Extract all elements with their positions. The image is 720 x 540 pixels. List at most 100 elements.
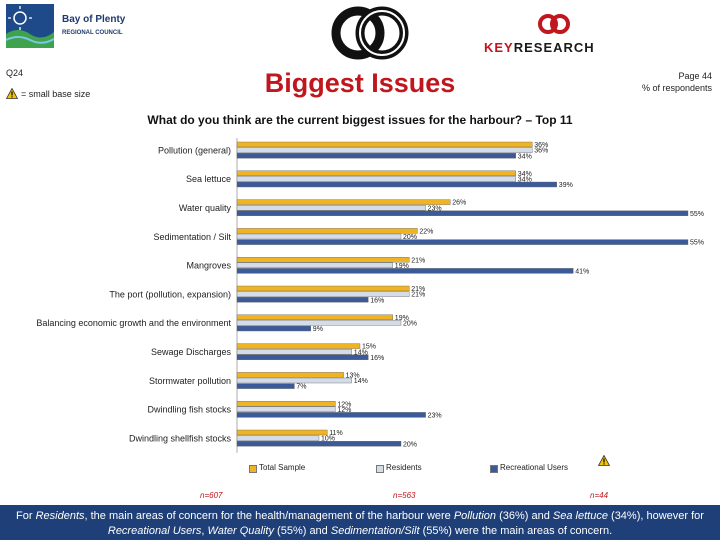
data-label: 22%	[419, 229, 433, 236]
question-code: Q24	[6, 68, 24, 78]
bar	[236, 262, 394, 269]
unit-label: % of respondents	[641, 83, 712, 93]
category-label: Pollution (general)	[158, 145, 231, 155]
bar	[236, 153, 516, 159]
warning-icon	[6, 88, 18, 99]
bar	[236, 354, 369, 361]
data-label: 34%	[518, 153, 532, 160]
category-label: Sedimentation / Silt	[153, 232, 231, 242]
center-rings-logo	[330, 0, 410, 66]
bar	[236, 204, 426, 211]
bar	[236, 268, 574, 274]
category-label: Stormwater pollution	[149, 376, 231, 386]
category-label: The port (pollution, expansion)	[109, 289, 231, 299]
footer-text: (36%) and	[496, 510, 553, 522]
legend-swatch-total	[249, 465, 257, 473]
legend-swatch-recreational	[490, 465, 498, 473]
data-label: 13%	[346, 373, 360, 380]
category-label: Mangroves	[186, 261, 231, 271]
footer-emphasis: Pollution	[453, 510, 497, 522]
bar	[236, 170, 516, 176]
data-label: 10%	[321, 436, 335, 443]
data-label: 12%	[337, 401, 351, 408]
bar	[236, 176, 516, 182]
question-text: What do you think are the current bigges…	[147, 113, 573, 127]
footer-emphasis: Sea lettuce	[552, 510, 608, 522]
bar	[236, 239, 689, 245]
bar	[236, 181, 557, 188]
category-label: Balancing economic growth and the enviro…	[36, 318, 231, 328]
footer-text: For	[16, 510, 36, 522]
bar	[236, 199, 451, 205]
data-label: 11%	[329, 430, 343, 437]
category-label: Dwindling fish stocks	[147, 405, 231, 415]
base-size-recreational: n=44	[590, 491, 609, 500]
footer-text: (34%), however for	[607, 510, 704, 522]
bar	[236, 256, 410, 263]
small-base-note-text: = small base size	[21, 88, 91, 99]
data-label: 14%	[354, 349, 368, 356]
bar	[236, 383, 295, 389]
data-label: 41%	[575, 269, 589, 276]
rings-logo-icon	[331, 6, 409, 60]
keyresearch-word-research: RESEARCH	[513, 40, 595, 55]
bar	[236, 314, 394, 321]
data-label: 21%	[411, 292, 425, 299]
data-label: 20%	[403, 234, 417, 241]
footer-emphasis: Sedimentation/Silt	[330, 525, 420, 537]
bay-of-plenty-logo: Bay of Plenty REGIONAL COUNCIL	[5, 4, 131, 52]
category-label: Water quality	[179, 203, 232, 213]
category-label: Sewage Discharges	[151, 347, 232, 357]
bar	[236, 441, 402, 447]
page-info: Page 44 % of respondents	[642, 70, 712, 94]
bar	[236, 348, 353, 355]
bar	[236, 285, 410, 292]
footer-text: ,	[201, 525, 208, 537]
data-label: 14%	[354, 378, 368, 385]
data-label: 16%	[370, 355, 384, 362]
data-label: 21%	[411, 286, 425, 293]
data-label: 23%	[428, 205, 442, 212]
bar	[236, 325, 312, 332]
data-label: 7%	[296, 384, 306, 391]
keyresearch-wordmark: KEYRESEARCH	[484, 40, 595, 55]
footer-emphasis: Water Quality	[207, 525, 274, 537]
bar	[236, 377, 353, 384]
data-label: 20%	[403, 441, 417, 448]
footer-emphasis: Residents	[35, 510, 85, 522]
bar	[236, 291, 410, 297]
data-label: 9%	[313, 326, 323, 333]
category-label: Sea lettuce	[186, 174, 231, 184]
logo-title: Bay of Plenty	[62, 14, 126, 25]
logo-subtitle: REGIONAL COUNCIL	[62, 30, 123, 36]
footer-text: , the main areas of concern for the heal…	[84, 510, 454, 522]
legend-swatch-residents	[376, 465, 384, 473]
footer-text: (55%) were the main areas of concern.	[419, 525, 613, 537]
data-label: 19%	[395, 263, 409, 270]
data-label: 34%	[518, 177, 532, 184]
bar	[236, 372, 344, 378]
legend-label-total: Total Sample	[259, 463, 306, 472]
data-label: 21%	[411, 257, 425, 264]
bar	[236, 406, 336, 412]
data-label: 39%	[559, 182, 573, 189]
data-label: 26%	[452, 200, 466, 207]
data-label: 36%	[534, 142, 548, 149]
category-label: Dwindling shellfish stocks	[129, 433, 232, 443]
keyresearch-logo: KEYRESEARCH	[480, 10, 630, 58]
keyresearch-rings-icon	[538, 14, 570, 34]
legend-label-recreational: Recreational Users	[500, 463, 569, 472]
data-label: 15%	[362, 344, 376, 351]
bar	[236, 233, 402, 240]
bar	[236, 429, 328, 436]
bar	[236, 412, 426, 418]
page-number: Page 44	[678, 71, 712, 81]
biggest-issues-bar-chart: Pollution (general) 36%36%34%Sea lettuce 3…	[36, 138, 704, 453]
bar	[236, 210, 689, 217]
data-label: 16%	[370, 297, 384, 304]
keyresearch-word-key: KEY	[484, 40, 514, 55]
data-label: 36%	[534, 148, 548, 155]
data-label: 19%	[395, 315, 409, 322]
data-label: 23%	[428, 413, 442, 420]
bar	[236, 435, 320, 441]
